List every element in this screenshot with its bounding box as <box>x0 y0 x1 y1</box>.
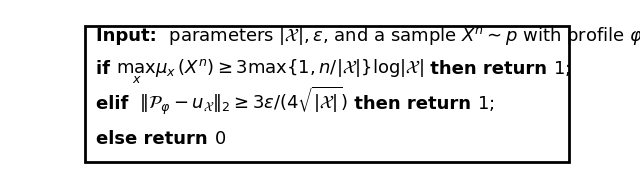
Text: elif: elif <box>96 95 134 113</box>
Text: $\|\mathcal{P}_{\varphi} - u_{\mathcal{X}}\|_2 \geq 3\varepsilon/(4\sqrt{|\mathc: $\|\mathcal{P}_{\varphi} - u_{\mathcal{X… <box>134 85 348 117</box>
Text: $1$;: $1$; <box>553 59 571 78</box>
Text: else return: else return <box>96 130 214 148</box>
Text: if: if <box>96 59 116 78</box>
Text: $1$;: $1$; <box>477 94 495 113</box>
Text: parameters $|\mathcal{X}|, \varepsilon$, and a sample $X^n \sim p$ with profile : parameters $|\mathcal{X}|, \varepsilon$,… <box>163 25 640 47</box>
FancyBboxPatch shape <box>85 26 568 162</box>
Text: then return: then return <box>424 59 553 78</box>
Text: $0$: $0$ <box>214 130 226 148</box>
Text: Input:: Input: <box>96 27 163 45</box>
Text: $\max_x \mu_x(X^n) \geq 3\max\{1, n/|\mathcal{X}|\} \log|\mathcal{X}|$: $\max_x \mu_x(X^n) \geq 3\max\{1, n/|\ma… <box>116 58 424 86</box>
Text: then return: then return <box>348 95 477 113</box>
